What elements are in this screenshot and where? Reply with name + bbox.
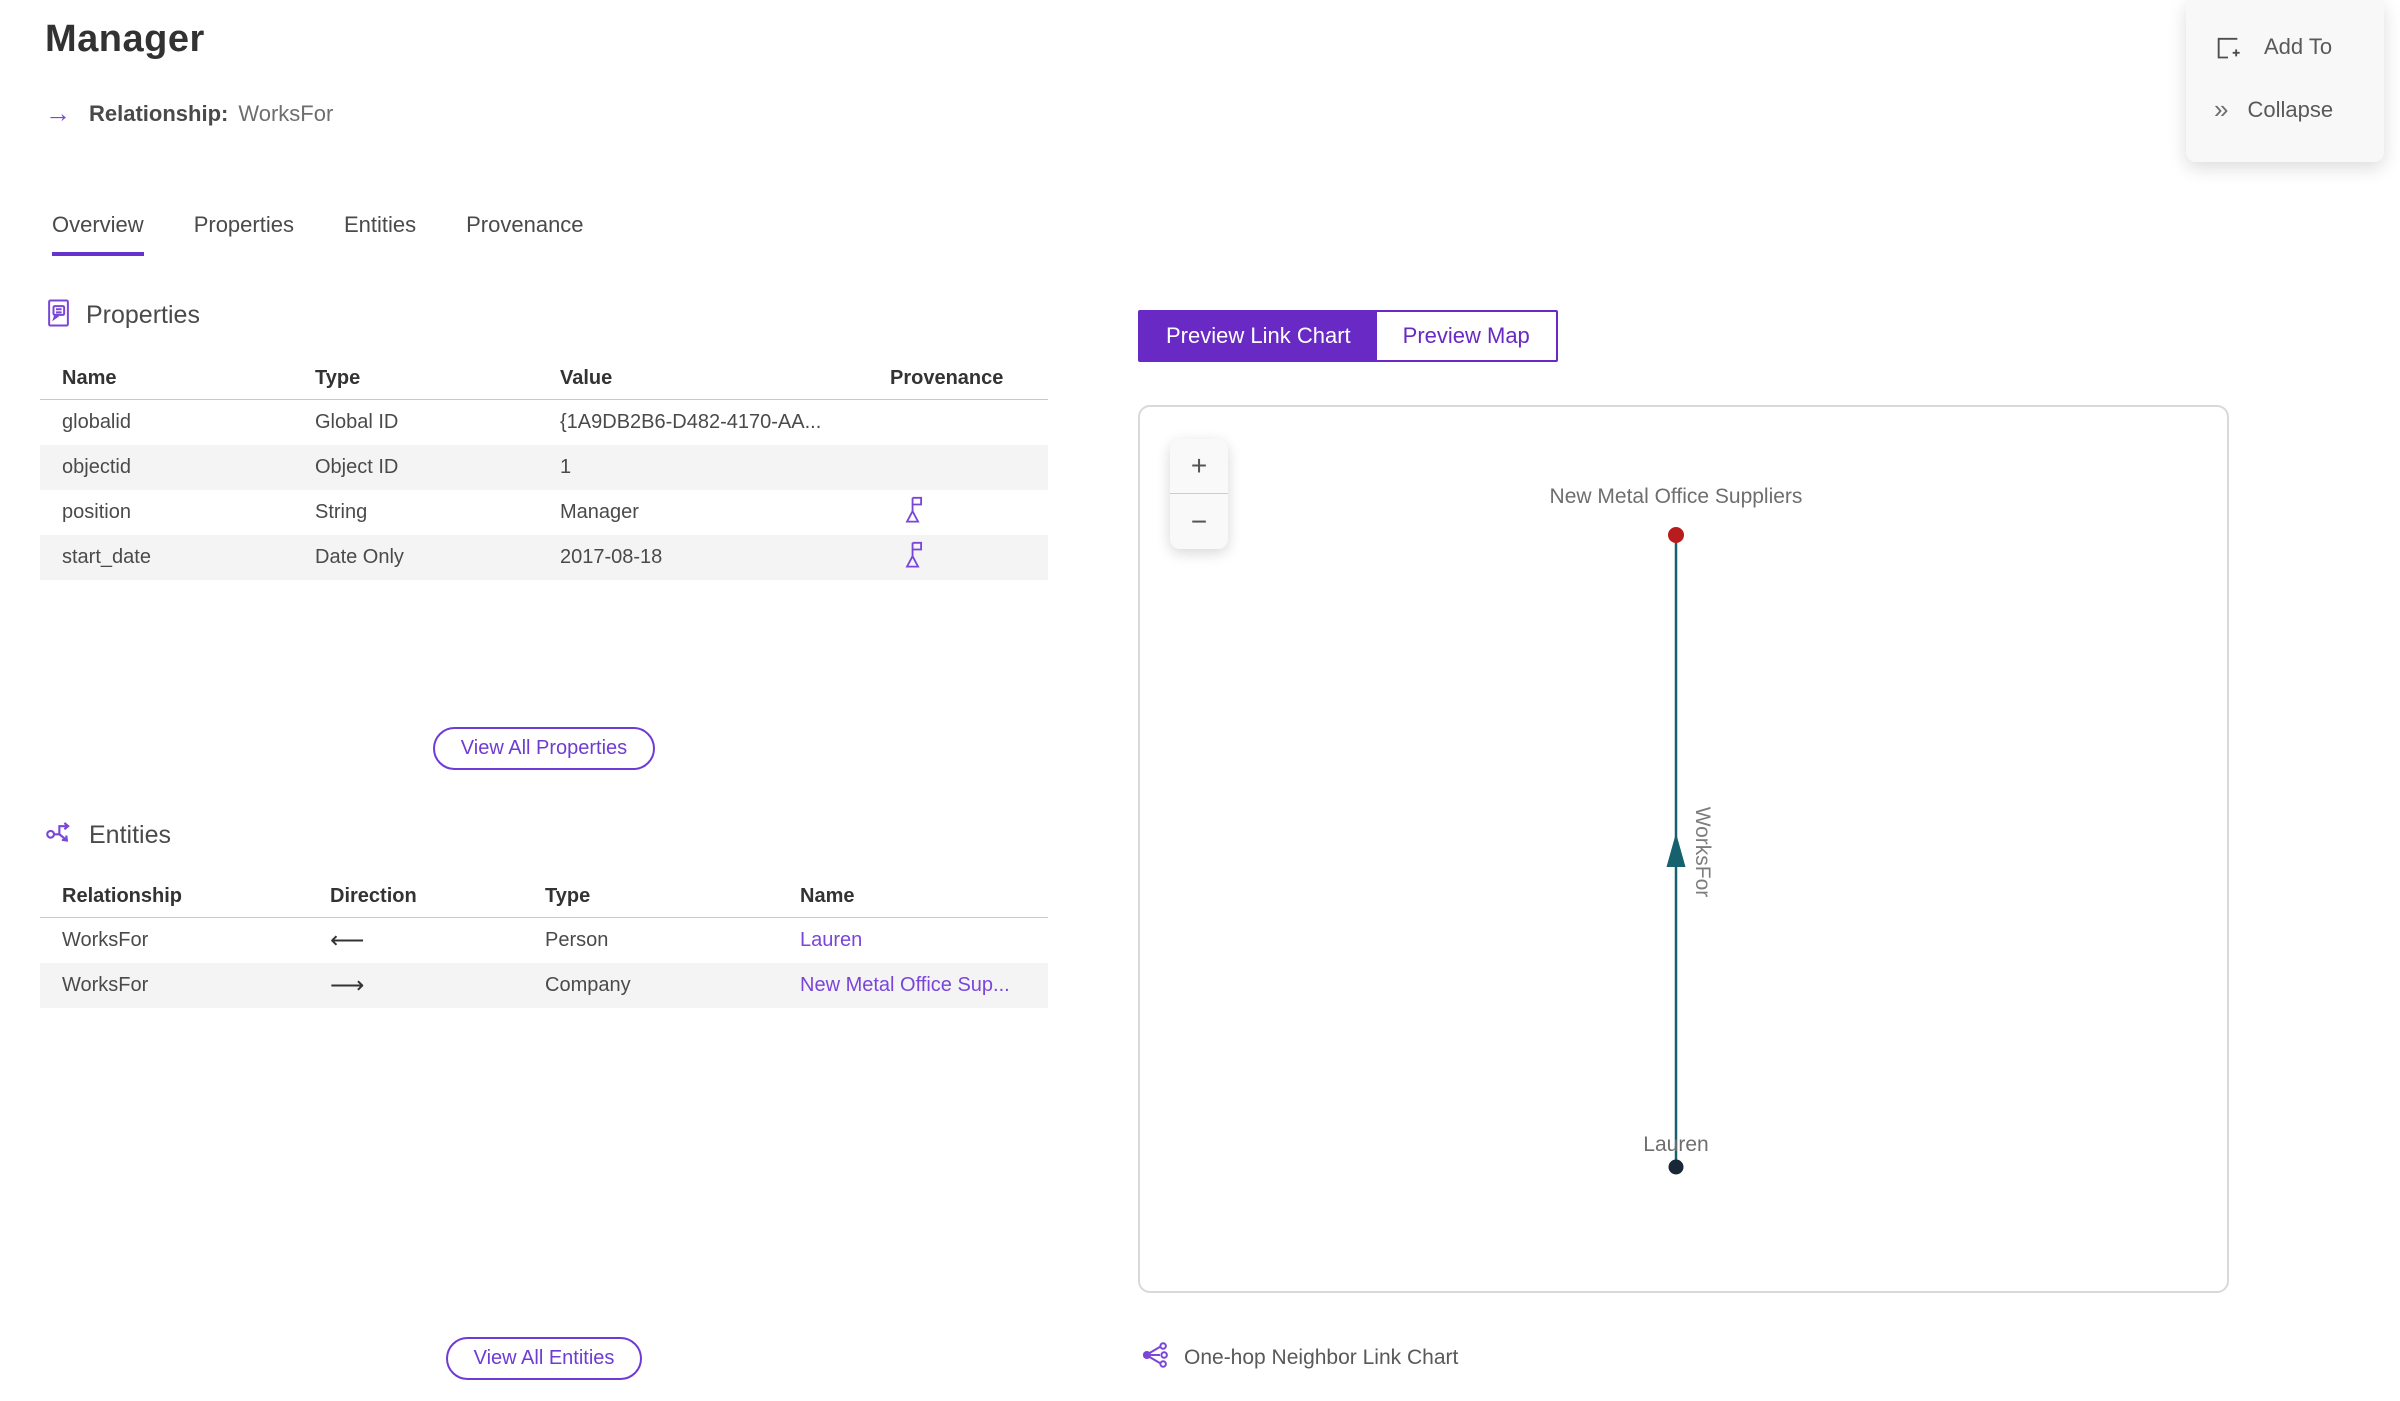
tab-properties[interactable]: Properties bbox=[193, 212, 294, 237]
provenance-flag-icon[interactable] bbox=[904, 540, 926, 576]
preview-link-chart-button[interactable]: Preview Link Chart bbox=[1140, 312, 1377, 360]
column-header: Type bbox=[315, 367, 361, 389]
entities-table: Relationship Direction Type Name WorksFo… bbox=[40, 876, 1048, 1008]
entities-section-header: Entities bbox=[45, 818, 171, 853]
node-dot-person bbox=[1668, 1159, 1684, 1175]
floating-actions-panel: Add To » Collapse bbox=[2186, 0, 2384, 162]
provenance-flag-icon[interactable] bbox=[904, 495, 926, 531]
property-value: {1A9DB2B6-D482-4170-AA... bbox=[560, 411, 822, 433]
entity-relationship: WorksFor bbox=[62, 974, 149, 996]
properties-section-header: Properties bbox=[45, 298, 200, 333]
property-type: Global ID bbox=[315, 411, 399, 433]
preview-toggle: Preview Link Chart Preview Map bbox=[1138, 310, 1558, 362]
tab-provenance[interactable]: Provenance bbox=[466, 212, 584, 237]
property-type: String bbox=[315, 501, 368, 523]
property-name: globalid bbox=[62, 411, 131, 433]
chart-caption: One-hop Neighbor Link Chart bbox=[1140, 1340, 1458, 1376]
property-value: Manager bbox=[560, 501, 639, 523]
properties-table-header: Name Type Value Provenance bbox=[40, 358, 1048, 400]
column-header: Direction bbox=[330, 885, 417, 907]
zoom-in-button[interactable]: + bbox=[1170, 439, 1228, 494]
entity-name-link[interactable]: New Metal Office Sup... bbox=[800, 974, 1010, 996]
add-to-label: Add To bbox=[2264, 33, 2333, 59]
edge-label: WorksFor bbox=[1691, 807, 1714, 898]
table-row: start_date Date Only 2017-08-18 bbox=[40, 535, 1048, 580]
table-row: WorksFor ⟵ Person Lauren bbox=[40, 918, 1048, 963]
node-label-bottom: Lauren bbox=[1643, 1133, 1708, 1156]
add-to-button[interactable]: Add To bbox=[2214, 33, 2384, 61]
entity-name-link[interactable]: Lauren bbox=[800, 929, 863, 951]
column-header: Name bbox=[62, 367, 117, 389]
property-value: 1 bbox=[560, 456, 572, 478]
property-name: start_date bbox=[62, 546, 151, 568]
column-header: Value bbox=[560, 367, 613, 389]
entity-type: Company bbox=[545, 974, 631, 996]
collapse-button[interactable]: » Collapse bbox=[2214, 94, 2384, 125]
table-row: WorksFor ⟶ Company New Metal Office Sup.… bbox=[40, 963, 1048, 1008]
preview-map-button[interactable]: Preview Map bbox=[1376, 312, 1556, 360]
tab-overview[interactable]: Overview bbox=[52, 212, 144, 256]
relationship-label: Relationship: bbox=[89, 100, 229, 126]
relationship-value: WorksFor bbox=[238, 100, 334, 126]
add-to-icon bbox=[2214, 33, 2242, 61]
entity-relationship: WorksFor bbox=[62, 929, 149, 951]
zoom-control: + − bbox=[1170, 439, 1228, 549]
link-chart-canvas[interactable]: WorksFor New Metal Office Suppliers Laur… bbox=[1140, 407, 2227, 1291]
entities-icon bbox=[45, 818, 75, 853]
edge-arrowhead-icon bbox=[1666, 833, 1686, 867]
property-type: Date Only bbox=[315, 546, 404, 568]
table-row: globalid Global ID {1A9DB2B6-D482-4170-A… bbox=[40, 400, 1048, 445]
relationship-subtitle: → Relationship: WorksFor bbox=[45, 98, 333, 129]
property-name: objectid bbox=[62, 456, 131, 478]
one-hop-link-chart-icon bbox=[1140, 1340, 1170, 1376]
node-label-top: New Metal Office Suppliers bbox=[1550, 485, 1803, 508]
relationship-arrow-icon: → bbox=[45, 98, 71, 128]
entity-type: Person bbox=[545, 929, 609, 951]
page-title: Manager bbox=[45, 18, 205, 60]
direction-arrow-right-icon: ⟶ bbox=[330, 972, 365, 999]
chevron-double-right-icon: » bbox=[2214, 94, 2229, 125]
view-all-properties-button[interactable]: View All Properties bbox=[432, 727, 656, 770]
link-chart-panel: + − WorksFor New Metal Office Suppliers … bbox=[1138, 405, 2229, 1293]
node-dot-company bbox=[1668, 527, 1684, 543]
column-header: Relationship bbox=[62, 885, 183, 907]
direction-arrow-left-icon: ⟵ bbox=[330, 927, 365, 954]
table-row: position String Manager bbox=[40, 490, 1048, 535]
property-name: position bbox=[62, 501, 131, 523]
column-header: Name bbox=[800, 885, 855, 907]
properties-table: Name Type Value Provenance globalid Glob… bbox=[40, 358, 1048, 580]
detail-tabs: Overview Properties Entities Provenance bbox=[52, 212, 584, 256]
property-type: Object ID bbox=[315, 456, 399, 478]
tab-entities[interactable]: Entities bbox=[343, 212, 417, 237]
column-header: Type bbox=[545, 885, 591, 907]
properties-section-title: Properties bbox=[86, 301, 200, 329]
collapse-label: Collapse bbox=[2247, 96, 2334, 122]
view-all-entities-button[interactable]: View All Entities bbox=[445, 1337, 643, 1380]
column-header: Provenance bbox=[890, 367, 1004, 389]
table-row: objectid Object ID 1 bbox=[40, 445, 1048, 490]
entities-section-title: Entities bbox=[89, 821, 171, 849]
entities-table-header: Relationship Direction Type Name bbox=[40, 876, 1048, 918]
chart-caption-label: One-hop Neighbor Link Chart bbox=[1184, 1346, 1459, 1369]
property-value: 2017-08-18 bbox=[560, 546, 663, 568]
properties-icon bbox=[45, 298, 72, 333]
zoom-out-button[interactable]: − bbox=[1170, 494, 1228, 549]
